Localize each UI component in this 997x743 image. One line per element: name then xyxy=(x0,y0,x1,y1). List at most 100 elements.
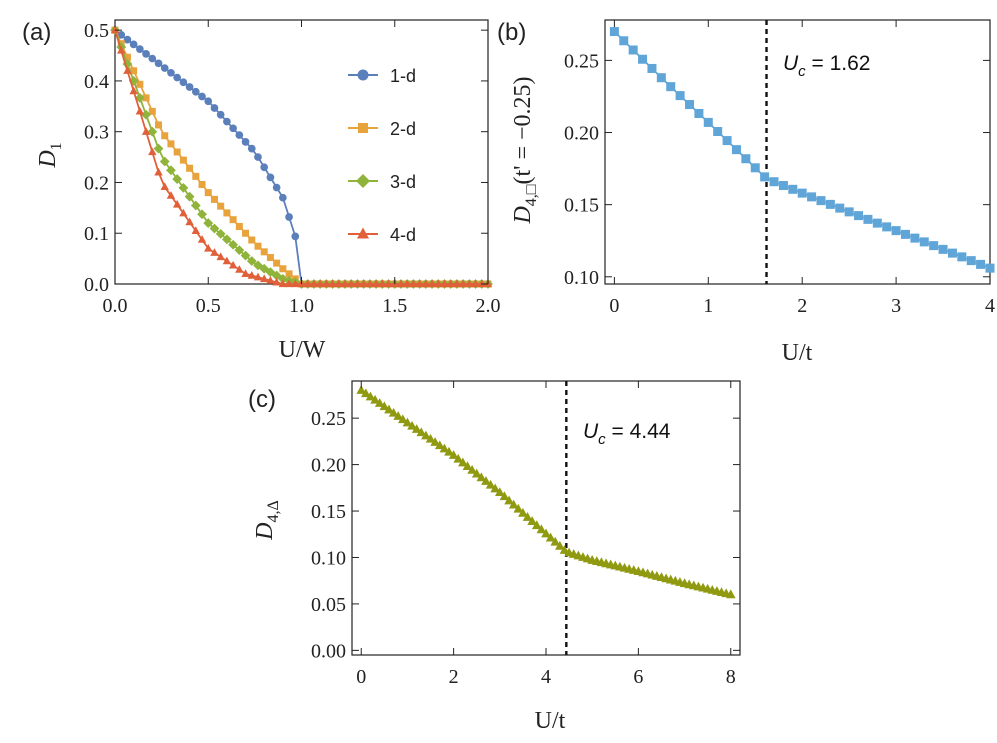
panel-a-point-3-d xyxy=(166,165,176,176)
panel-a-point-4-d xyxy=(471,279,480,288)
panel-a-point-2-d xyxy=(279,265,287,273)
panel-a-point-4-d xyxy=(465,279,474,288)
panel-c-point-D4,triangle xyxy=(453,453,464,463)
panel-c-point-D4,triangle xyxy=(379,401,390,411)
panel-a-point-4-d xyxy=(141,127,151,135)
panel-a-point-4-d xyxy=(210,248,219,256)
panel-c-point-D4,triangle xyxy=(499,491,510,501)
panel-b-point-D4,square xyxy=(891,226,901,236)
panel-b-point-D4,square xyxy=(835,203,845,213)
panel-a-point-3-d xyxy=(240,250,251,261)
panel-c-xtick-label: 6 xyxy=(633,666,643,688)
panel-a-point-4-d xyxy=(129,86,138,95)
panel-b-point-D4,square xyxy=(656,73,666,83)
panel-c-point-D4,triangle xyxy=(425,433,436,443)
panel-a-point-4-d xyxy=(272,277,281,286)
panel-a-point-3-d xyxy=(141,109,151,120)
panel-b-ylabel: D4,□(t' = −0.25) xyxy=(510,76,540,224)
panel-a-point-4-d xyxy=(365,279,375,288)
panel-b-xtick-label: 4 xyxy=(985,295,995,317)
panel-c-label: (c) xyxy=(248,386,276,413)
panel-a-point-3-d xyxy=(122,59,133,69)
panel-c-ytick-label: 0.25 xyxy=(311,408,346,430)
panel-b-point-D4,square xyxy=(685,100,695,110)
panel-a-point-4-d xyxy=(278,279,288,288)
panel-a-point-1-d xyxy=(154,59,163,68)
panel-a-point-4-d xyxy=(353,279,362,288)
panel-a-point-4-d xyxy=(284,279,294,288)
panel-a-point-4-d xyxy=(309,279,319,288)
panel-a-xtick-label: 1.5 xyxy=(382,295,407,317)
panel-b-xtick-label: 0 xyxy=(609,295,619,317)
legend-marker-2-d xyxy=(358,123,368,133)
panel-a-point-4-d xyxy=(458,279,468,288)
panel-b-frame xyxy=(604,19,991,285)
panel-c-point-D4,triangle xyxy=(504,495,514,505)
panel-c-ytick-label: 0.15 xyxy=(311,501,346,523)
panel-c-series-line-D4,triangle xyxy=(360,389,732,596)
panel-c-point-D4,triangle xyxy=(725,589,736,599)
panel-c-point-D4,triangle xyxy=(411,424,422,433)
panel-a-point-3-d xyxy=(172,174,183,184)
panel-a-xtick-label: 1.0 xyxy=(289,295,314,317)
panel-b-point-D4,square xyxy=(882,222,892,232)
panel-c-xtick-label: 2 xyxy=(449,666,459,688)
panel-a-ytick-label: 0.2 xyxy=(84,172,109,194)
panel-c-ytick-label: 0.05 xyxy=(311,594,346,616)
panel-a-point-4-d xyxy=(303,279,312,288)
panel-c-xtick-label: 0 xyxy=(356,666,366,688)
panel-a-point-2-d xyxy=(273,259,281,267)
panel-a-point-4-d xyxy=(371,279,381,288)
panel-b-xtick-label: 2 xyxy=(797,295,807,317)
panel-b-point-D4,square xyxy=(647,63,657,73)
panel-b-point-D4,square xyxy=(722,136,732,146)
panel-c-frame xyxy=(351,380,741,656)
panel-c-ylabel: D4,Δ xyxy=(252,500,282,541)
panel-a-point-4-d xyxy=(172,199,182,208)
panel-a-point-1-d xyxy=(210,104,219,112)
panel-b-point-D4,square xyxy=(675,91,685,101)
panel-a-point-4-d xyxy=(197,235,207,243)
panel-a-point-3-d xyxy=(178,182,189,193)
panel-a-ytick-label: 0.0 xyxy=(84,274,109,296)
panel-c-point-D4,triangle xyxy=(407,420,417,430)
panel-c-ytick-label: 0.20 xyxy=(311,455,346,477)
panel-a-point-4-d xyxy=(110,25,120,34)
panel-a-point-4-d xyxy=(191,226,201,235)
panel-a-point-4-d xyxy=(260,274,269,283)
panel-a-point-4-d xyxy=(434,279,443,288)
panel-a-point-1-d xyxy=(160,64,169,72)
panel-a-point-1-d xyxy=(198,92,206,101)
panel-a-frame xyxy=(114,19,489,285)
legend-marker-3-d xyxy=(356,174,370,188)
panel-a-point-3-d xyxy=(197,209,207,220)
panel-a-point-2-d xyxy=(242,229,250,237)
panel-a-point-3-d xyxy=(159,156,170,167)
panel-c-point-D4,triangle xyxy=(439,443,450,453)
panel-b-point-D4,square xyxy=(844,207,854,217)
panel-a-point-4-d xyxy=(384,279,393,288)
panel-c-xtick-label: 4 xyxy=(541,666,551,688)
legend-marker-1-d xyxy=(357,69,369,81)
panel-c-point-D4,triangle xyxy=(527,516,537,525)
panel-c-point-D4,triangle xyxy=(356,385,367,394)
panel-c-point-D4,triangle xyxy=(495,487,505,497)
panel-a-point-3-d xyxy=(190,200,201,211)
panel-a-point-3-d xyxy=(209,223,220,234)
panel-a-series-line-2-d xyxy=(114,29,488,285)
panel-c-xlabel: U/t xyxy=(535,708,566,734)
panel-a-point-4-d xyxy=(328,279,337,288)
panel-b-point-D4,square xyxy=(750,163,760,173)
panel-c-point-D4,triangle xyxy=(384,404,394,414)
panel-a-point-4-d xyxy=(477,279,486,288)
panel-c-xtick-label: 8 xyxy=(726,666,736,688)
panel-a-point-3-d xyxy=(203,218,214,228)
panel-a-legend: 1-d 2-d 3-d 4-d xyxy=(348,66,416,245)
panel-a-point-3-d xyxy=(234,245,245,256)
panel-b-label: (b) xyxy=(497,19,526,46)
panel-a-point-1-d xyxy=(223,117,231,126)
panel-a-point-1-d xyxy=(167,68,175,77)
panel-a-point-4-d xyxy=(235,265,244,273)
panel-a-xtick-label: 2.0 xyxy=(476,295,501,317)
